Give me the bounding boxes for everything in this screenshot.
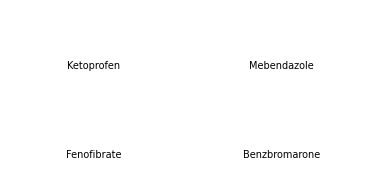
Text: Ketoprofen: Ketoprofen bbox=[67, 61, 120, 71]
Text: Fenofibrate: Fenofibrate bbox=[66, 150, 122, 160]
Text: Mebendazole: Mebendazole bbox=[249, 61, 314, 71]
Text: Benzbromarone: Benzbromarone bbox=[243, 150, 320, 160]
